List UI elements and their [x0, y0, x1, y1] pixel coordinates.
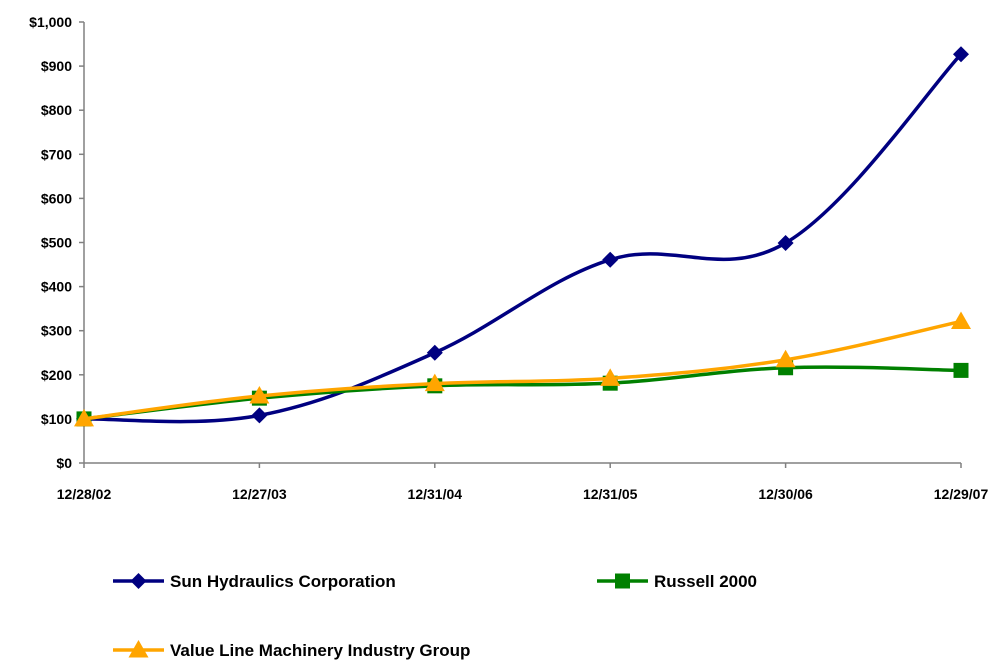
x-tick-label: 12/27/03 — [232, 486, 287, 502]
y-tick-label: $200 — [41, 367, 72, 383]
data-point — [777, 234, 794, 251]
data-point — [775, 349, 796, 368]
y-axis-ticks: $0 $100 $200 $300 $400 $500 $600 $700 $800 $900 $1… — [29, 14, 84, 471]
series-line — [82, 365, 963, 421]
x-tick-label: 12/29/07 — [934, 486, 989, 502]
legend-item: Sun Hydraulics Corporation — [113, 572, 396, 591]
data-point — [951, 311, 971, 329]
data-point — [249, 385, 270, 404]
legend-swatch-marker — [615, 573, 630, 589]
legend-swatch-marker — [130, 573, 147, 589]
legend-swatch-marker — [128, 640, 149, 658]
y-tick-label: $800 — [41, 102, 72, 118]
x-tick-label: 12/31/04 — [408, 486, 463, 502]
y-tick-label: $500 — [41, 235, 72, 251]
series-2 — [74, 311, 971, 427]
y-tick-label: $300 — [41, 323, 72, 339]
legend-label: Sun Hydraulics Corporation — [170, 572, 396, 591]
legend-label: Russell 2000 — [654, 572, 757, 591]
y-tick-label: $900 — [41, 58, 72, 74]
y-tick-label: $0 — [56, 455, 72, 471]
data-point — [424, 373, 445, 392]
chart-axes — [83, 22, 961, 464]
x-axis-ticks: 12/28/02 12/27/03 12/31/04 12/31/05 12/30/06… — [57, 463, 989, 502]
legend-item: Value Line Machinery Industry Group — [113, 640, 470, 660]
y-tick-label: $700 — [41, 146, 72, 162]
y-tick-label: $400 — [41, 279, 72, 295]
series-line — [82, 52, 963, 424]
chart-legend: Sun Hydraulics Corporation Russell 2000 Va… — [113, 572, 757, 660]
chart-series — [74, 46, 971, 427]
legend-label: Value Line Machinery Industry Group — [170, 641, 470, 660]
data-point — [602, 251, 619, 268]
series-1 — [76, 360, 969, 427]
y-tick-label: $100 — [41, 411, 72, 427]
data-point — [600, 368, 621, 386]
data-point — [953, 362, 969, 378]
data-point — [74, 408, 94, 427]
x-tick-label: 12/30/06 — [758, 486, 813, 502]
series-0 — [76, 46, 969, 427]
y-tick-label: $600 — [41, 190, 72, 206]
legend-item: Russell 2000 — [597, 572, 757, 591]
data-point — [426, 344, 443, 361]
series-line — [82, 319, 963, 421]
data-point — [953, 46, 969, 63]
x-tick-label: 12/31/05 — [583, 486, 638, 502]
data-point — [251, 407, 268, 424]
y-tick-label: $1,000 — [29, 14, 72, 30]
x-tick-label: 12/28/02 — [57, 486, 112, 502]
